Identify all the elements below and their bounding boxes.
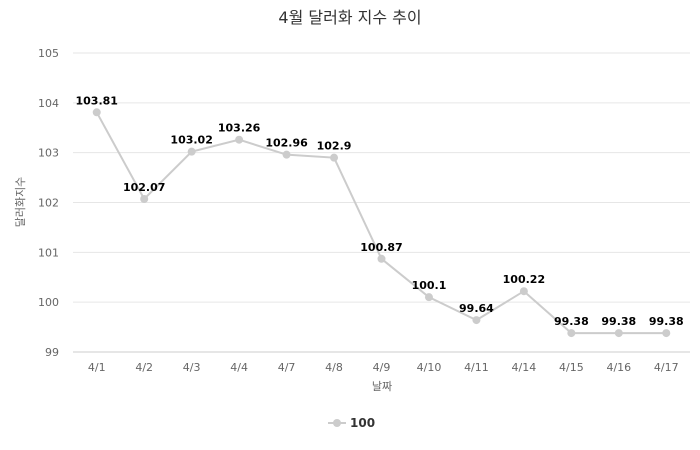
x-tick-label: 4/14 <box>512 361 537 374</box>
x-tick-label: 4/16 <box>606 361 631 374</box>
series-100 <box>92 108 671 338</box>
data-label: 99.64 <box>459 302 494 315</box>
y-tick-label: 103 <box>38 147 59 160</box>
y-tick-label: 99 <box>45 346 59 359</box>
legend-marker <box>333 419 341 427</box>
x-tick-label: 4/1 <box>88 361 106 374</box>
x-tick-label: 4/4 <box>230 361 248 374</box>
data-point[interactable] <box>424 293 433 302</box>
y-tick-label: 102 <box>38 197 59 210</box>
data-point[interactable] <box>282 150 291 159</box>
y-tick-label: 100 <box>38 296 59 309</box>
data-label: 103.81 <box>76 94 118 107</box>
data-label: 102.96 <box>265 137 308 150</box>
legend[interactable]: 100 <box>328 416 375 430</box>
x-tick-label: 4/15 <box>559 361 584 374</box>
data-label: 99.38 <box>554 315 589 328</box>
x-tick-label: 4/7 <box>278 361 296 374</box>
data-label: 100.1 <box>412 279 447 292</box>
data-point[interactable] <box>614 329 623 338</box>
x-tick-label: 4/8 <box>325 361 343 374</box>
data-label: 100.87 <box>360 241 402 254</box>
data-point[interactable] <box>472 316 481 325</box>
y-axis-label: 달러화지수 <box>14 177 27 228</box>
y-tick-label: 104 <box>38 97 59 110</box>
y-tick-label: 105 <box>38 47 59 60</box>
data-point[interactable] <box>519 287 528 296</box>
data-label: 103.26 <box>218 122 261 135</box>
data-label: 99.38 <box>649 315 684 328</box>
data-point[interactable] <box>140 195 149 204</box>
data-point[interactable] <box>567 329 576 338</box>
y-axis-ticks: 99 100 101 102 103 104 105 <box>38 47 59 359</box>
x-axis-ticks: 4/1 4/2 4/3 4/4 4/7 4/8 4/9 4/10 4/11 4/14 4/15 4/1… <box>88 361 679 374</box>
data-point[interactable] <box>187 147 196 156</box>
gridlines <box>73 52 690 353</box>
data-label: 99.38 <box>601 315 636 328</box>
data-point[interactable] <box>662 329 671 338</box>
x-tick-label: 4/17 <box>654 361 679 374</box>
y-tick-label: 101 <box>38 246 59 259</box>
x-tick-label: 4/2 <box>135 361 153 374</box>
data-point[interactable] <box>377 254 386 263</box>
data-point[interactable] <box>235 135 244 144</box>
legend-label: 100 <box>350 416 375 430</box>
x-tick-label: 4/11 <box>464 361 489 374</box>
x-axis-label: 날짜 <box>372 380 392 393</box>
data-label: 102.07 <box>123 181 165 194</box>
data-point[interactable] <box>92 108 101 117</box>
x-tick-label: 4/9 <box>373 361 391 374</box>
data-point[interactable] <box>330 153 339 162</box>
chart-title: 4월 달러화 지수 추이 <box>278 8 421 27</box>
data-label: 102.9 <box>317 140 352 153</box>
data-label: 103.02 <box>170 134 212 147</box>
data-label: 100.22 <box>503 273 545 286</box>
x-tick-label: 4/3 <box>183 361 201 374</box>
data-labels: 103.81 102.07 103.02 103.26 102.96 102.9 100.8… <box>76 94 684 328</box>
x-tick-label: 4/10 <box>417 361 442 374</box>
